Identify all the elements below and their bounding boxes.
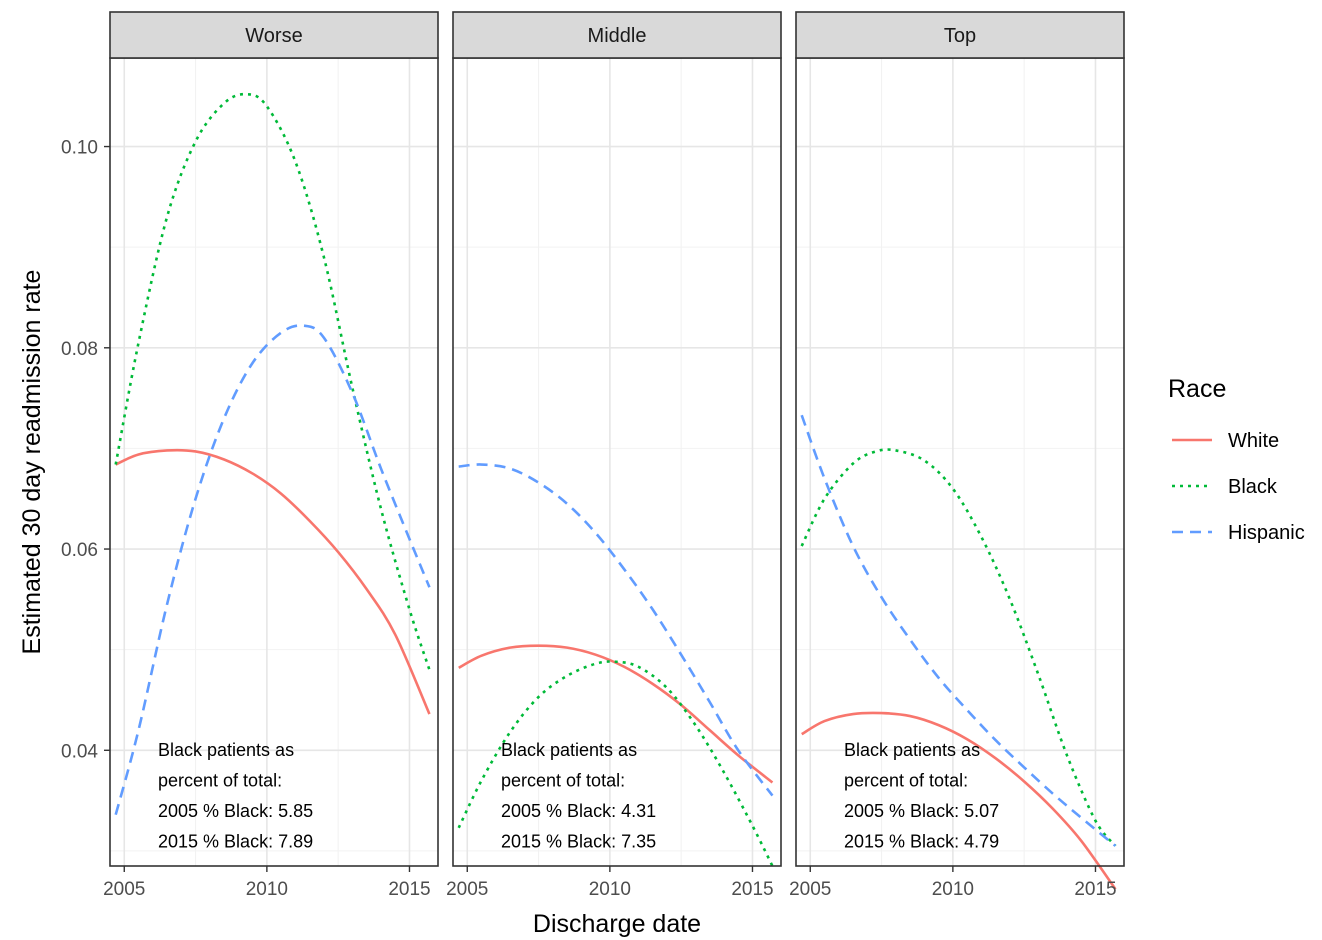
annotation-line: 2005 % Black: 4.31 bbox=[501, 801, 656, 821]
annotation-line: percent of total: bbox=[844, 771, 968, 791]
annotation-line: 2005 % Black: 5.07 bbox=[844, 801, 999, 821]
series-line-white bbox=[458, 644, 774, 784]
series-line-white bbox=[115, 448, 431, 715]
annotation-line: 2005 % Black: 5.85 bbox=[158, 801, 313, 821]
y-axis-title: Estimated 30 day readmission rate bbox=[18, 270, 46, 655]
series-line-black bbox=[457, 660, 774, 867]
annotation-line: percent of total: bbox=[158, 771, 282, 791]
x-tick-label: 2010 bbox=[589, 879, 631, 900]
series-line-hispanic bbox=[458, 463, 774, 797]
legend-title: Race bbox=[1168, 375, 1226, 403]
annotation-line: 2015 % Black: 4.79 bbox=[844, 832, 999, 852]
x-tick-label: 2005 bbox=[103, 879, 145, 900]
legend-label-white: White bbox=[1228, 430, 1279, 452]
x-tick-label: 2010 bbox=[246, 879, 288, 900]
facet-panel-worse: Black patients as percent of total: 2005 %… bbox=[103, 11, 439, 900]
x-tick-label: 2005 bbox=[789, 879, 831, 900]
y-tick-label: 0.08 bbox=[61, 339, 98, 360]
facet-strip bbox=[109, 11, 439, 59]
annotation-line: 2015 % Black: 7.35 bbox=[501, 832, 656, 852]
y-tick-label: 0.06 bbox=[61, 540, 98, 561]
series-line-hispanic bbox=[800, 414, 1117, 847]
annotation-line: Black patients as bbox=[501, 740, 637, 760]
y-tick-label: 0.04 bbox=[61, 741, 98, 762]
series-line-white bbox=[801, 711, 1117, 890]
annotation-line: Black patients as bbox=[844, 740, 980, 760]
annotation-line: percent of total: bbox=[501, 771, 625, 791]
panel-background bbox=[796, 58, 1124, 866]
series-line-hispanic bbox=[114, 324, 431, 816]
x-tick-label: 2005 bbox=[446, 879, 488, 900]
facet-strip-label: Top bbox=[944, 25, 976, 47]
facet-strip-label: Worse bbox=[245, 25, 302, 47]
facet-strip bbox=[795, 11, 1125, 59]
x-tick-label: 2015 bbox=[731, 879, 773, 900]
x-tick-label: 2015 bbox=[1074, 879, 1116, 900]
x-tick-label: 2015 bbox=[388, 879, 430, 900]
series-line-black bbox=[800, 448, 1117, 847]
facet-strip-label: Middle bbox=[588, 25, 647, 47]
annotation-line: 2015 % Black: 7.89 bbox=[158, 832, 313, 852]
facet-panel-middle: Black patients as percent of total: 2005 %… bbox=[446, 11, 782, 900]
legend-label-black: Black bbox=[1228, 476, 1278, 498]
annotation-line: Black patients as bbox=[158, 740, 294, 760]
y-tick-label: 0.10 bbox=[61, 138, 98, 159]
y-axis: 0.04 0.06 0.08 0.10 bbox=[61, 138, 110, 762]
legend-label-hispanic: Hispanic bbox=[1228, 522, 1305, 544]
legend: Race White Black Hispanic bbox=[1168, 375, 1305, 544]
x-axis-title: Discharge date bbox=[533, 910, 701, 938]
x-tick-label: 2010 bbox=[932, 879, 974, 900]
facet-strip bbox=[452, 11, 782, 59]
panel-background bbox=[110, 58, 438, 866]
facet-panel-top: Black patients as percent of total: 2005 %… bbox=[789, 11, 1125, 900]
